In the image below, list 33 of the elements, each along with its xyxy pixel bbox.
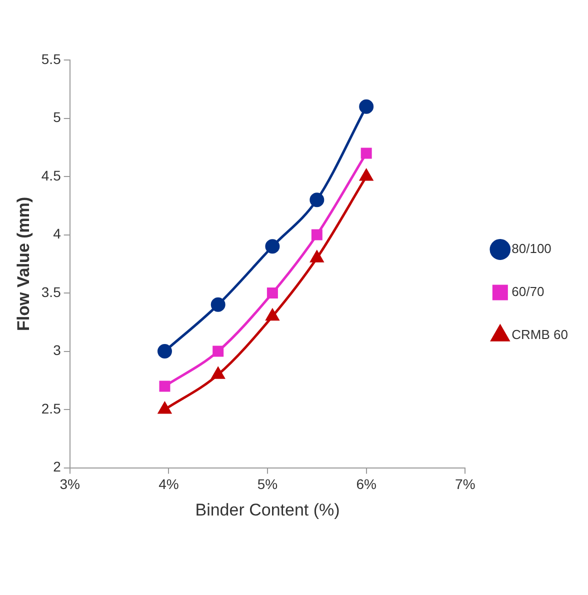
x-tick-label: 4%: [158, 476, 179, 492]
x-tick-label: 5%: [257, 476, 278, 492]
y-tick-label: 3: [53, 342, 62, 358]
point: [157, 344, 172, 359]
point: [359, 99, 374, 114]
point: [310, 192, 324, 208]
x-tick-label: 6%: [356, 476, 376, 492]
y-tick-label: 4.5: [41, 167, 62, 184]
point: [265, 239, 280, 254]
y-tick-label: 3.5: [41, 284, 62, 300]
point: [212, 346, 224, 357]
x-tick-label: 7%: [455, 476, 476, 492]
point: [266, 309, 279, 321]
x-tick-label: 3%: [60, 476, 80, 492]
point: [266, 288, 278, 299]
legend-label: 80/100: [512, 241, 552, 256]
point: [311, 229, 322, 240]
point: [212, 367, 225, 379]
point: [310, 250, 324, 262]
point: [360, 169, 373, 181]
point: [360, 148, 372, 159]
point: [159, 380, 170, 392]
y-tick-label: 2.5: [41, 400, 62, 416]
y-tick-label: 5: [53, 109, 62, 126]
y-axis-title: Flow Value (mm): [14, 196, 33, 331]
point: [210, 297, 226, 312]
x-axis-title: Binder Content (%): [195, 500, 340, 520]
y-tick-label: 2: [53, 458, 62, 475]
y-tick-label: 5.5: [41, 50, 62, 67]
legend-label: 60/70: [512, 284, 544, 300]
legend-label: CRMB 60: [512, 327, 568, 342]
point: [158, 402, 172, 414]
y-tick-label: 4: [53, 226, 62, 242]
